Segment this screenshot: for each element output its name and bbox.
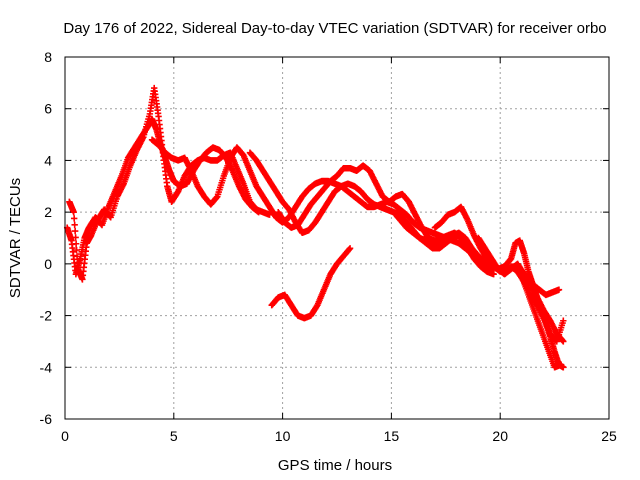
y-tick-label: 4 [44,152,52,168]
data-point [346,245,354,252]
x-tick-labels: 0 5 10 15 20 25 [61,428,617,444]
y-tick-label: 6 [44,101,52,117]
data-point [555,286,563,293]
data-point [490,271,497,278]
data-point [557,361,565,368]
series-sat-k [518,273,565,371]
plot-frame [64,56,610,420]
y-tick-label: 8 [44,49,52,65]
series-sat-b [66,84,273,283]
data-point [74,259,81,266]
x-tick-label: 5 [170,428,178,444]
data-point [71,227,79,235]
data-point [71,221,78,228]
data-points [63,84,567,371]
y-axis-label: SDTVAR / TECUs [7,178,24,298]
chart-title: Day 176 of 2022, Sidereal Day-to-day VTE… [63,20,606,37]
series-sat-f [268,245,354,322]
y-tick-label: 2 [44,204,52,220]
data-point [560,338,567,345]
series-sat-j [507,263,567,345]
series-sat-i [475,234,567,345]
series-sat-h [431,203,563,299]
axis-ticks [64,56,610,420]
x-tick-label: 0 [61,428,69,444]
x-tick-label: 20 [492,428,508,444]
y-tick-label: -6 [40,411,53,427]
data-point [72,234,79,241]
data-point [560,317,567,324]
data-point [70,215,78,222]
y-tick-label: 0 [44,256,52,272]
data-point [72,240,80,247]
x-tick-label: 15 [384,428,400,444]
data-point [70,208,77,216]
x-tick-label: 25 [601,428,617,444]
y-tick-label: -2 [40,308,53,324]
grid [65,57,609,419]
series-sat-e [275,162,497,278]
data-point [73,246,80,254]
data-point [73,253,81,260]
x-axis-label: GPS time / hours [278,457,392,474]
y-tick-label: -4 [40,359,53,375]
x-tick-label: 10 [275,428,291,444]
y-tick-labels: -6 -4 -2 0 2 4 6 8 [40,49,53,427]
